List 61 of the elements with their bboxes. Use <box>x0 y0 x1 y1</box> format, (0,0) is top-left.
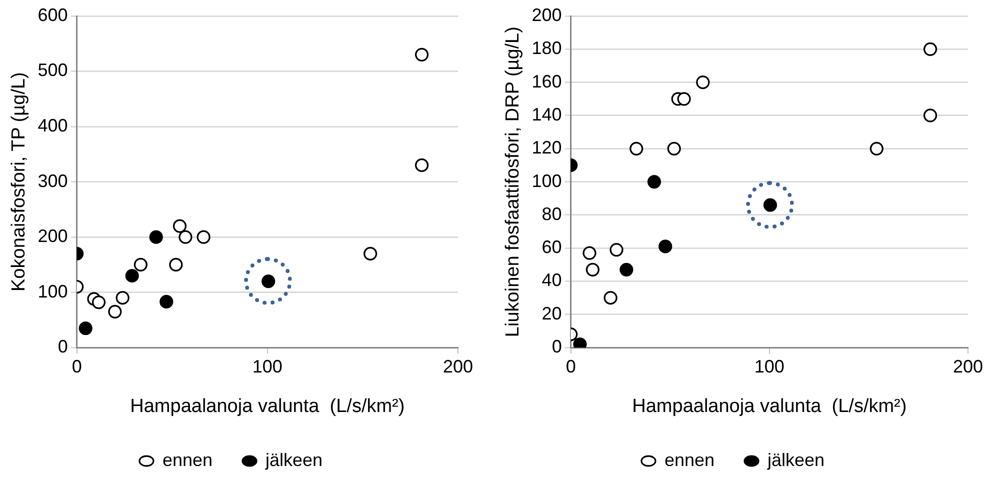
point <box>134 258 148 272</box>
point <box>92 295 106 310</box>
y-tick-label: 180 <box>532 38 562 58</box>
legend-label: ennen <box>664 450 715 470</box>
x-tick-label: 100 <box>252 356 282 376</box>
point <box>108 304 122 318</box>
y-tick-label: 600 <box>38 4 68 25</box>
point <box>364 246 378 260</box>
y-axis-title: Liukoinen fosfaattifosfori, DRP (µg/L) <box>502 26 524 338</box>
point <box>923 42 938 56</box>
legend-label: jälkeen <box>766 450 825 470</box>
point <box>196 230 210 244</box>
point <box>414 158 429 172</box>
point <box>178 230 192 244</box>
x-tick-label: 200 <box>952 356 984 376</box>
point <box>630 142 644 156</box>
y-tick-label: 200 <box>532 4 562 25</box>
y-tick-label: 80 <box>542 204 562 224</box>
x-axis-title: Hampaalanoja valunta (L/s/km²) <box>632 396 907 417</box>
x-tick-label: 0 <box>72 356 82 376</box>
point <box>172 219 187 233</box>
point <box>78 321 92 336</box>
x-tick-label: 0 <box>566 356 576 376</box>
y-tick-label: 160 <box>532 71 562 92</box>
point <box>923 108 938 122</box>
y-axis-title: Kokonaisfosfori, TP (µg/L) <box>8 72 30 292</box>
point <box>667 142 681 156</box>
point <box>696 76 710 90</box>
y-tick-label: 400 <box>38 116 68 136</box>
point <box>658 240 672 254</box>
y-tick-label: 100 <box>532 170 562 191</box>
y-tick-label: 0 <box>58 336 68 357</box>
point <box>414 48 429 62</box>
point <box>647 175 662 189</box>
y-tick-label: 120 <box>532 138 562 158</box>
point <box>677 92 691 106</box>
legend-label: jälkeen <box>264 450 323 470</box>
y-tick-label: 20 <box>542 303 562 324</box>
point <box>125 268 139 283</box>
y-tick-label: 140 <box>532 104 562 124</box>
point <box>116 291 130 305</box>
y-tick-label: 40 <box>542 270 562 290</box>
point <box>582 246 596 260</box>
x-tick-label: 200 <box>442 356 474 376</box>
point <box>604 291 618 305</box>
y-tick-label: 500 <box>38 60 68 80</box>
point <box>586 262 600 276</box>
point <box>870 142 884 156</box>
point <box>169 258 183 272</box>
x-axis-title: Hampaalanoja valunta (L/s/km²) <box>130 396 405 417</box>
point <box>610 242 624 257</box>
x-tick-label: 100 <box>754 356 784 376</box>
point <box>160 294 174 309</box>
y-tick-label: 0 <box>552 336 562 357</box>
point <box>620 262 634 276</box>
y-tick-label: 200 <box>38 226 68 246</box>
y-tick-label: 300 <box>38 170 68 191</box>
point <box>149 230 163 244</box>
y-tick-label: 60 <box>542 237 562 258</box>
legend-label: ennen <box>162 450 213 470</box>
y-tick-label: 100 <box>38 281 68 302</box>
